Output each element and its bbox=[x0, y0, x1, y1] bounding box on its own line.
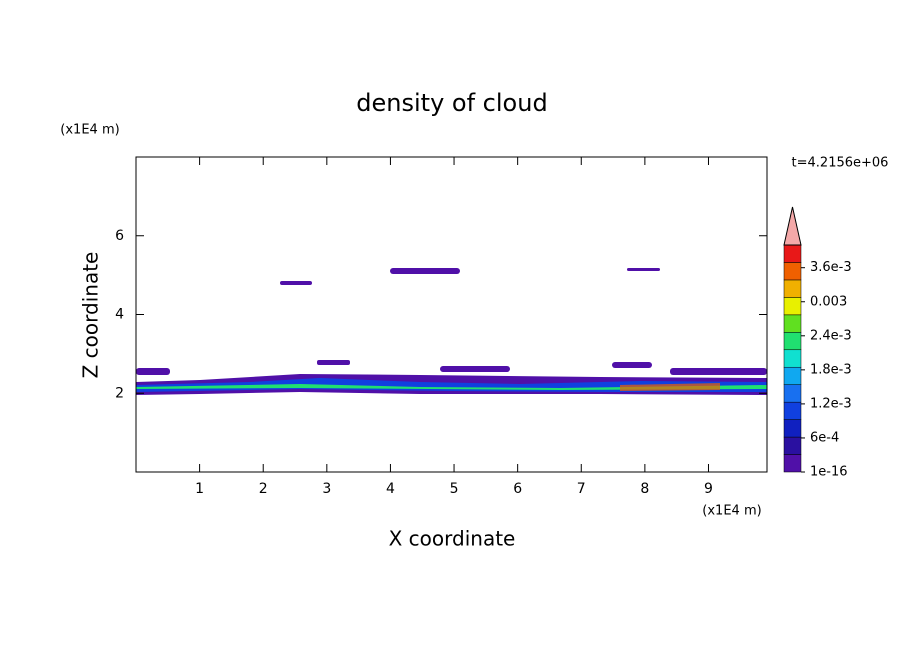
colorbar-tick-label: 1.8e-3 bbox=[810, 362, 852, 377]
y-axis-title: Z coordinate bbox=[79, 252, 103, 379]
x-tick-label: 3 bbox=[322, 481, 331, 497]
y-tick-label: 4 bbox=[115, 307, 124, 323]
colorbar-band bbox=[783, 384, 802, 403]
colorbar-tick-label: 1e-16 bbox=[810, 465, 848, 480]
colorbar-band bbox=[783, 366, 802, 385]
colorbar-band bbox=[783, 314, 802, 333]
x-tick-label: 9 bbox=[704, 481, 713, 497]
colorbar-tick-label: 3.6e-3 bbox=[810, 260, 852, 275]
time-label: t=4.2156e+06 bbox=[792, 156, 889, 171]
colorbar-tick-label: 6e-4 bbox=[810, 430, 839, 445]
x-tick-label: 5 bbox=[450, 481, 459, 497]
colorbar-band bbox=[783, 332, 802, 351]
chart-title: density of cloud bbox=[356, 89, 547, 117]
colorbar-band bbox=[783, 436, 802, 455]
contour-field bbox=[136, 268, 767, 395]
colorbar-band bbox=[783, 454, 802, 473]
colorbar-band bbox=[783, 262, 802, 281]
x-tick-label: 8 bbox=[640, 481, 649, 497]
x-tick-label: 7 bbox=[577, 481, 586, 497]
x-tick-label: 6 bbox=[513, 481, 522, 497]
plot-frame bbox=[135, 156, 768, 473]
colorbar-band bbox=[783, 244, 802, 263]
colorbar-tick-label: 0.003 bbox=[810, 294, 847, 309]
x-tick-label: 2 bbox=[259, 481, 268, 497]
x-axis-title: X coordinate bbox=[389, 527, 516, 551]
colorbar-band bbox=[783, 401, 802, 420]
y-tick-label: 2 bbox=[115, 385, 124, 401]
x-unit: (x1E4 m) bbox=[702, 504, 761, 519]
colorbar-tick-label: 1.2e-3 bbox=[810, 396, 852, 411]
x-tick-label: 4 bbox=[386, 481, 395, 497]
colorbar-extension bbox=[783, 206, 802, 246]
x-tick-label: 1 bbox=[195, 481, 204, 497]
colorbar-band bbox=[783, 349, 802, 368]
colorbar-band bbox=[783, 297, 802, 316]
colorbar-band bbox=[783, 419, 802, 438]
colorbar-tick-label: 2.4e-3 bbox=[810, 328, 852, 343]
y-tick-label: 6 bbox=[115, 228, 124, 244]
y-unit: (x1E4 m) bbox=[60, 123, 119, 138]
colorbar-band bbox=[783, 279, 802, 298]
